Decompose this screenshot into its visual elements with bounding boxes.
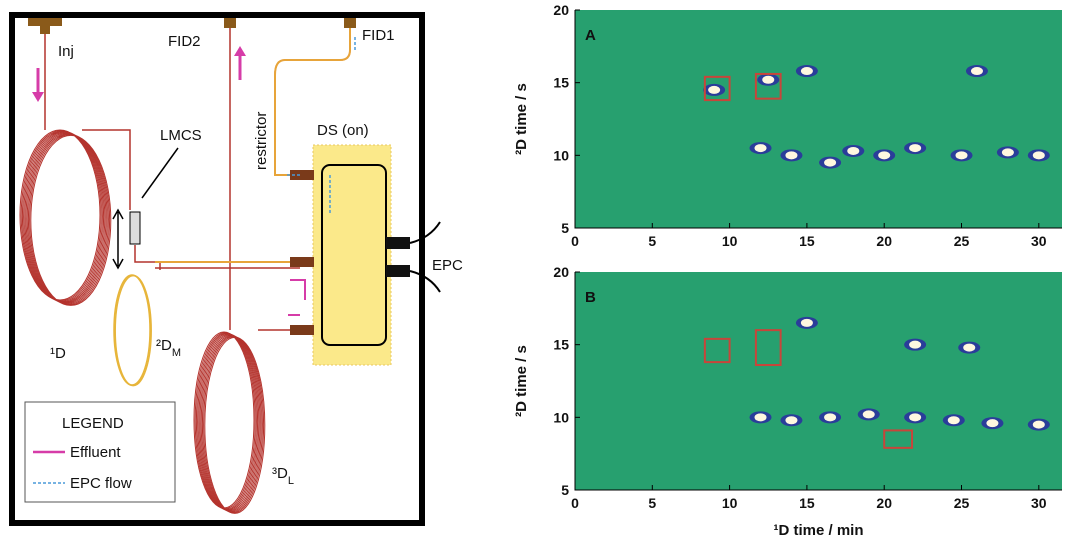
x-tick-label: 5 xyxy=(648,495,656,511)
x-tick-label: 30 xyxy=(1031,233,1047,249)
d2-sub: M xyxy=(172,347,181,359)
peak xyxy=(971,67,983,75)
fid1-label: FID1 xyxy=(362,27,395,44)
peak xyxy=(948,416,960,424)
peak xyxy=(755,413,767,421)
peak xyxy=(963,344,975,352)
connector xyxy=(224,18,236,28)
lmcs-label: LMCS xyxy=(160,127,202,144)
peak xyxy=(1002,148,1014,156)
legend-effluent: Effluent xyxy=(70,444,121,461)
connector xyxy=(28,18,62,26)
peak xyxy=(986,419,998,427)
d2-text: ²D xyxy=(156,337,172,354)
peak xyxy=(824,159,836,167)
peak xyxy=(762,76,774,84)
x-tick-label: 0 xyxy=(571,233,579,249)
x-tick-label: 15 xyxy=(799,495,815,511)
x-tick-label: 5 xyxy=(648,233,656,249)
peak xyxy=(909,341,921,349)
ds-label: DS (on) xyxy=(317,122,369,139)
peak xyxy=(909,144,921,152)
ds xyxy=(322,165,386,345)
x-tick-label: 10 xyxy=(722,495,738,511)
legend-epc: EPC flow xyxy=(70,475,132,492)
peak xyxy=(878,151,890,159)
x-tick-label: 25 xyxy=(954,233,970,249)
y-tick-label: 15 xyxy=(553,337,569,353)
x-tick-label: 0 xyxy=(571,495,579,511)
connector xyxy=(344,18,356,28)
peak xyxy=(785,151,797,159)
y-tick-label: 10 xyxy=(553,147,569,163)
d3-sub: L xyxy=(288,475,294,487)
x-tick-label: 25 xyxy=(954,495,970,511)
epc-label: EPC xyxy=(432,257,463,274)
plot-area xyxy=(575,272,1062,490)
y-tick-label: 20 xyxy=(553,264,569,280)
y-tick-label: 5 xyxy=(561,220,569,236)
port xyxy=(290,257,314,267)
peak xyxy=(801,67,813,75)
y-tick-label: 20 xyxy=(553,2,569,18)
inj-label: Inj xyxy=(58,43,74,60)
x-tick-label: 20 xyxy=(876,233,892,249)
panel-label: B xyxy=(585,289,596,306)
x-axis-label: ¹D time / min xyxy=(773,522,863,539)
port xyxy=(386,237,410,249)
restrictor-label: restrictor xyxy=(253,112,270,170)
y-tick-label: 15 xyxy=(553,75,569,91)
connector xyxy=(40,26,50,34)
y-tick-label: 5 xyxy=(561,482,569,498)
y-axis-label: ²D time / s xyxy=(513,83,530,155)
d1-label: ¹D xyxy=(50,345,66,362)
x-tick-label: 30 xyxy=(1031,495,1047,511)
plot-area xyxy=(575,10,1062,228)
peak xyxy=(909,413,921,421)
port xyxy=(386,265,410,277)
y-axis-label: ²D time / s xyxy=(513,345,530,417)
peak xyxy=(785,416,797,424)
peak xyxy=(824,413,836,421)
peak xyxy=(956,151,968,159)
x-tick-label: 10 xyxy=(722,233,738,249)
diagram: Inj FID2 FID1 ¹D ²DM ³DL LMCS restrictor… xyxy=(12,15,463,523)
panel-label: A xyxy=(585,27,596,44)
peak xyxy=(755,144,767,152)
lmcs xyxy=(130,212,140,244)
y-tick-label: 10 xyxy=(553,409,569,425)
peak xyxy=(863,410,875,418)
legend-title: LEGEND xyxy=(62,415,124,432)
d3-text: ³D xyxy=(272,465,288,482)
x-tick-label: 20 xyxy=(876,495,892,511)
peak xyxy=(1033,151,1045,159)
fid2-label: FID2 xyxy=(168,33,201,50)
peak xyxy=(708,86,720,94)
peak xyxy=(847,147,859,155)
peak xyxy=(801,319,813,327)
peak xyxy=(1033,421,1045,429)
port xyxy=(290,325,314,335)
figure: Inj FID2 FID1 ¹D ²DM ³DL LMCS restrictor… xyxy=(0,0,1068,542)
x-tick-label: 15 xyxy=(799,233,815,249)
